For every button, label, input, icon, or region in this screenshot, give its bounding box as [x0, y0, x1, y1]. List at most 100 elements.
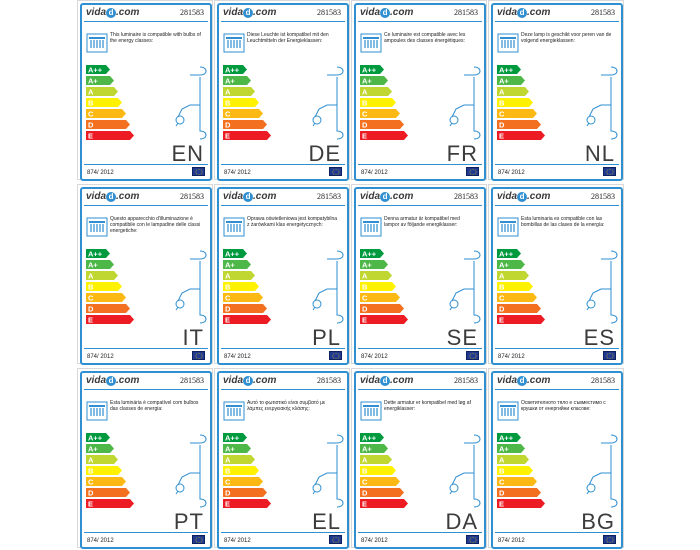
- energy-class-label: E: [362, 132, 367, 141]
- energy-class-label: E: [362, 316, 367, 325]
- energy-class-label: A+: [88, 261, 98, 270]
- energy-class-bar: D: [86, 120, 130, 130]
- energy-label-card: vida d .com 281583 Ce luminaire est compat…: [354, 3, 486, 181]
- label-panel-se: vida d .com 281583 Denna armatur är kompat…: [351, 184, 487, 365]
- lamp-icon: [586, 434, 618, 508]
- bulb-compat-icon: [86, 401, 108, 421]
- energy-class-bar: B: [86, 282, 122, 292]
- energy-class-bar: B: [223, 466, 259, 476]
- lamp-icon: [586, 66, 618, 140]
- divider: [221, 348, 345, 349]
- divider: [84, 348, 208, 349]
- energy-class-bar: A: [497, 87, 529, 97]
- eu-flag-icon: [603, 167, 616, 176]
- energy-class-label: E: [362, 500, 367, 509]
- energy-class-label: D: [499, 121, 505, 130]
- energy-class-bar: B: [497, 282, 533, 292]
- energy-class-bar: B: [223, 98, 259, 108]
- energy-class-bar: A++: [497, 433, 521, 443]
- divider: [84, 532, 208, 533]
- label-panel-fr: vida d .com 281583 Ce luminaire est compat…: [351, 0, 487, 181]
- energy-class-bar: D: [497, 304, 541, 314]
- divider: [221, 164, 345, 165]
- brand-logo: vida d .com: [497, 191, 551, 202]
- energy-class-label: D: [499, 489, 505, 498]
- energy-class-label: D: [88, 305, 94, 314]
- energy-class-label: A: [225, 272, 231, 281]
- compatibility-text: Diese Leuchte ist kompatibel mit den Leu…: [247, 32, 329, 44]
- brand-logo: vida d .com: [360, 7, 414, 18]
- energy-class-label: A+: [499, 77, 509, 86]
- regulation-ref: 874/ 2012: [224, 538, 251, 544]
- energy-class-bar: A++: [360, 433, 384, 443]
- bulb-compat-icon: [223, 401, 245, 421]
- energy-class-label: A: [499, 456, 505, 465]
- eu-flag-icon: [466, 351, 479, 360]
- product-code: 281583: [454, 376, 478, 385]
- energy-label-card: vida d .com 281583 Denna armatur är kompat…: [354, 187, 486, 365]
- regulation-ref: 874/ 2012: [498, 170, 525, 176]
- energy-class-label: E: [88, 500, 93, 509]
- regulation-ref: 874/ 2012: [224, 354, 251, 360]
- energy-class-label: C: [225, 478, 231, 487]
- compatibility-text: Осветителното тяло е съвместимо с крушки…: [521, 400, 606, 412]
- brand-logo: vida d .com: [223, 7, 277, 18]
- label-panel-el: vida d .com 281583 Αυτό το φωτιστικό είναι…: [214, 368, 350, 549]
- eu-flag-icon: [329, 351, 342, 360]
- energy-class-label: A+: [499, 261, 509, 270]
- energy-class-label: A: [499, 88, 505, 97]
- energy-class-bar: B: [360, 282, 396, 292]
- divider: [358, 21, 482, 22]
- divider: [495, 389, 619, 390]
- lamp-icon: [449, 434, 481, 508]
- energy-class-label: E: [499, 316, 504, 325]
- language-code: BG: [581, 509, 615, 534]
- language-code: NL: [584, 141, 615, 166]
- compatibility-text: Dette armatur er kompatibel med løg af e…: [384, 400, 471, 412]
- energy-class-label: B: [88, 99, 94, 108]
- energy-class-bar: E: [223, 131, 271, 141]
- regulation-ref: 874/ 2012: [498, 538, 525, 544]
- brand-logo: vida d .com: [86, 191, 140, 202]
- energy-class-bar: B: [86, 466, 122, 476]
- energy-class-label: C: [88, 294, 94, 303]
- bulb-compat-icon: [497, 33, 519, 53]
- eu-flag-icon: [329, 167, 342, 176]
- energy-class-bar: E: [497, 499, 545, 509]
- label-panel-pt: vida d .com 281583 Esta luminária é compat…: [77, 368, 213, 549]
- divider: [84, 389, 208, 390]
- energy-class-label: C: [225, 110, 231, 119]
- energy-class-bar: A+: [360, 76, 388, 86]
- label-panel-bg: vida d .com 281583 Осветителното тяло е съ…: [488, 368, 624, 549]
- product-code: 281583: [591, 8, 615, 17]
- lamp-icon: [312, 434, 344, 508]
- energy-class-bar: A: [360, 271, 392, 281]
- energy-class-bar: C: [497, 477, 537, 487]
- divider: [495, 164, 619, 165]
- language-code: PL: [312, 325, 341, 350]
- energy-class-label: C: [362, 110, 368, 119]
- energy-class-bar: C: [86, 109, 126, 119]
- energy-label-card: vida d .com 281583 Αυτό το φωτιστικό είναι…: [217, 371, 349, 549]
- energy-class-bar: A++: [497, 249, 521, 259]
- eu-flag-icon: [466, 535, 479, 544]
- energy-class-bar: E: [497, 131, 545, 141]
- energy-class-bar: E: [360, 131, 408, 141]
- divider: [358, 205, 482, 206]
- energy-class-bar: A+: [223, 260, 251, 270]
- compatibility-text: Denna armatur är kompatibel med lampor a…: [384, 216, 460, 228]
- compatibility-text: Αυτό το φωτιστικό είναι συμβατό με λάμπε…: [247, 400, 326, 412]
- energy-class-label: A: [362, 272, 368, 281]
- language-code: EL: [312, 509, 341, 534]
- bulb-compat-icon: [360, 33, 382, 53]
- energy-class-bar: D: [223, 120, 267, 130]
- energy-class-label: D: [499, 305, 505, 314]
- energy-class-label: B: [225, 283, 231, 292]
- energy-class-bar: A+: [223, 76, 251, 86]
- energy-class-label: A: [362, 88, 368, 97]
- compatibility-text: Esta luminaria es compatible con las bom…: [521, 216, 605, 228]
